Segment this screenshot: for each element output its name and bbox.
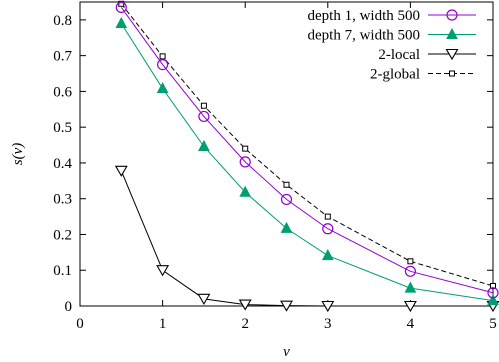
data-point: [239, 185, 252, 197]
data-point: [280, 300, 293, 312]
legend: depth 1, width 500 depth 7, width 500 2-lo…: [308, 8, 476, 83]
series-line: [120, 23, 494, 302]
data-point: [487, 287, 499, 299]
data-point: [324, 213, 331, 220]
legend-label: depth 1, width 500: [308, 8, 421, 24]
y-tick-label: 0.2: [53, 227, 72, 243]
data-point: [198, 139, 210, 151]
x-tick-label: 5: [489, 316, 497, 332]
data-point: [280, 193, 293, 206]
x-tick-label: 3: [324, 316, 332, 332]
data-point: [321, 248, 334, 261]
legend-item: depth 7, width 500: [308, 27, 476, 44]
series-line: [120, 7, 494, 294]
data-point: [115, 16, 128, 28]
data-point: [407, 258, 414, 265]
data-point: [114, 165, 128, 177]
legend-item: depth 1, width 500: [308, 8, 476, 24]
y-tick-label: 0.8: [53, 13, 72, 29]
data-point: [242, 145, 249, 152]
data-point: [157, 58, 169, 71]
data-point: [283, 181, 290, 188]
legend-item: 2-global: [370, 67, 476, 83]
data-point: [238, 299, 252, 311]
data-point: [118, 0, 125, 7]
y-tick-label: 0.5: [53, 120, 72, 136]
y-axis-label: s(v): [10, 143, 26, 166]
y-tick-label: 0.1: [53, 263, 72, 279]
x-tick-label: 4: [407, 316, 415, 332]
series-line: [120, 3, 494, 287]
data-point: [280, 221, 293, 233]
data-point: [321, 300, 335, 313]
series-3: [118, 0, 496, 289]
y-tick-label: 0.4: [53, 156, 72, 172]
data-point: [156, 81, 169, 94]
data-point: [239, 156, 251, 168]
x-axis-label: v: [283, 344, 290, 360]
data-point: [490, 282, 496, 289]
legend-label: 2-local: [378, 47, 420, 63]
data-point: [156, 265, 170, 277]
x-tick-label: 0: [76, 316, 84, 332]
series-line: [120, 170, 493, 307]
x-tick-label: 1: [159, 316, 167, 332]
data-point: [322, 223, 334, 235]
y-tick-label: 0: [65, 299, 73, 315]
series-1: [115, 16, 499, 306]
legend-label: depth 7, width 500: [308, 28, 421, 44]
legend-marker: [449, 70, 455, 77]
legend-marker: [445, 48, 459, 61]
data-point: [404, 281, 417, 293]
y-tick-label: 0.6: [53, 84, 72, 100]
data-point: [198, 110, 210, 123]
y-tick-label: 0.3: [53, 192, 72, 208]
plot-frame: [79, 1, 494, 307]
x-tick-label: 2: [241, 316, 249, 332]
data-point: [404, 265, 416, 277]
legend-label: 2-global: [370, 67, 420, 83]
series-2: [114, 165, 499, 313]
data-point: [403, 300, 417, 313]
legend-marker: [446, 9, 458, 21]
legend-marker: [446, 27, 458, 39]
data-point: [159, 53, 166, 60]
legend-item: 2-local: [378, 47, 476, 63]
data-point: [197, 293, 211, 305]
data-point: [487, 294, 499, 306]
data-point: [200, 102, 207, 109]
data-point: [115, 1, 127, 13]
series-0: [115, 1, 499, 299]
y-tick-label: 0.7: [53, 49, 72, 65]
